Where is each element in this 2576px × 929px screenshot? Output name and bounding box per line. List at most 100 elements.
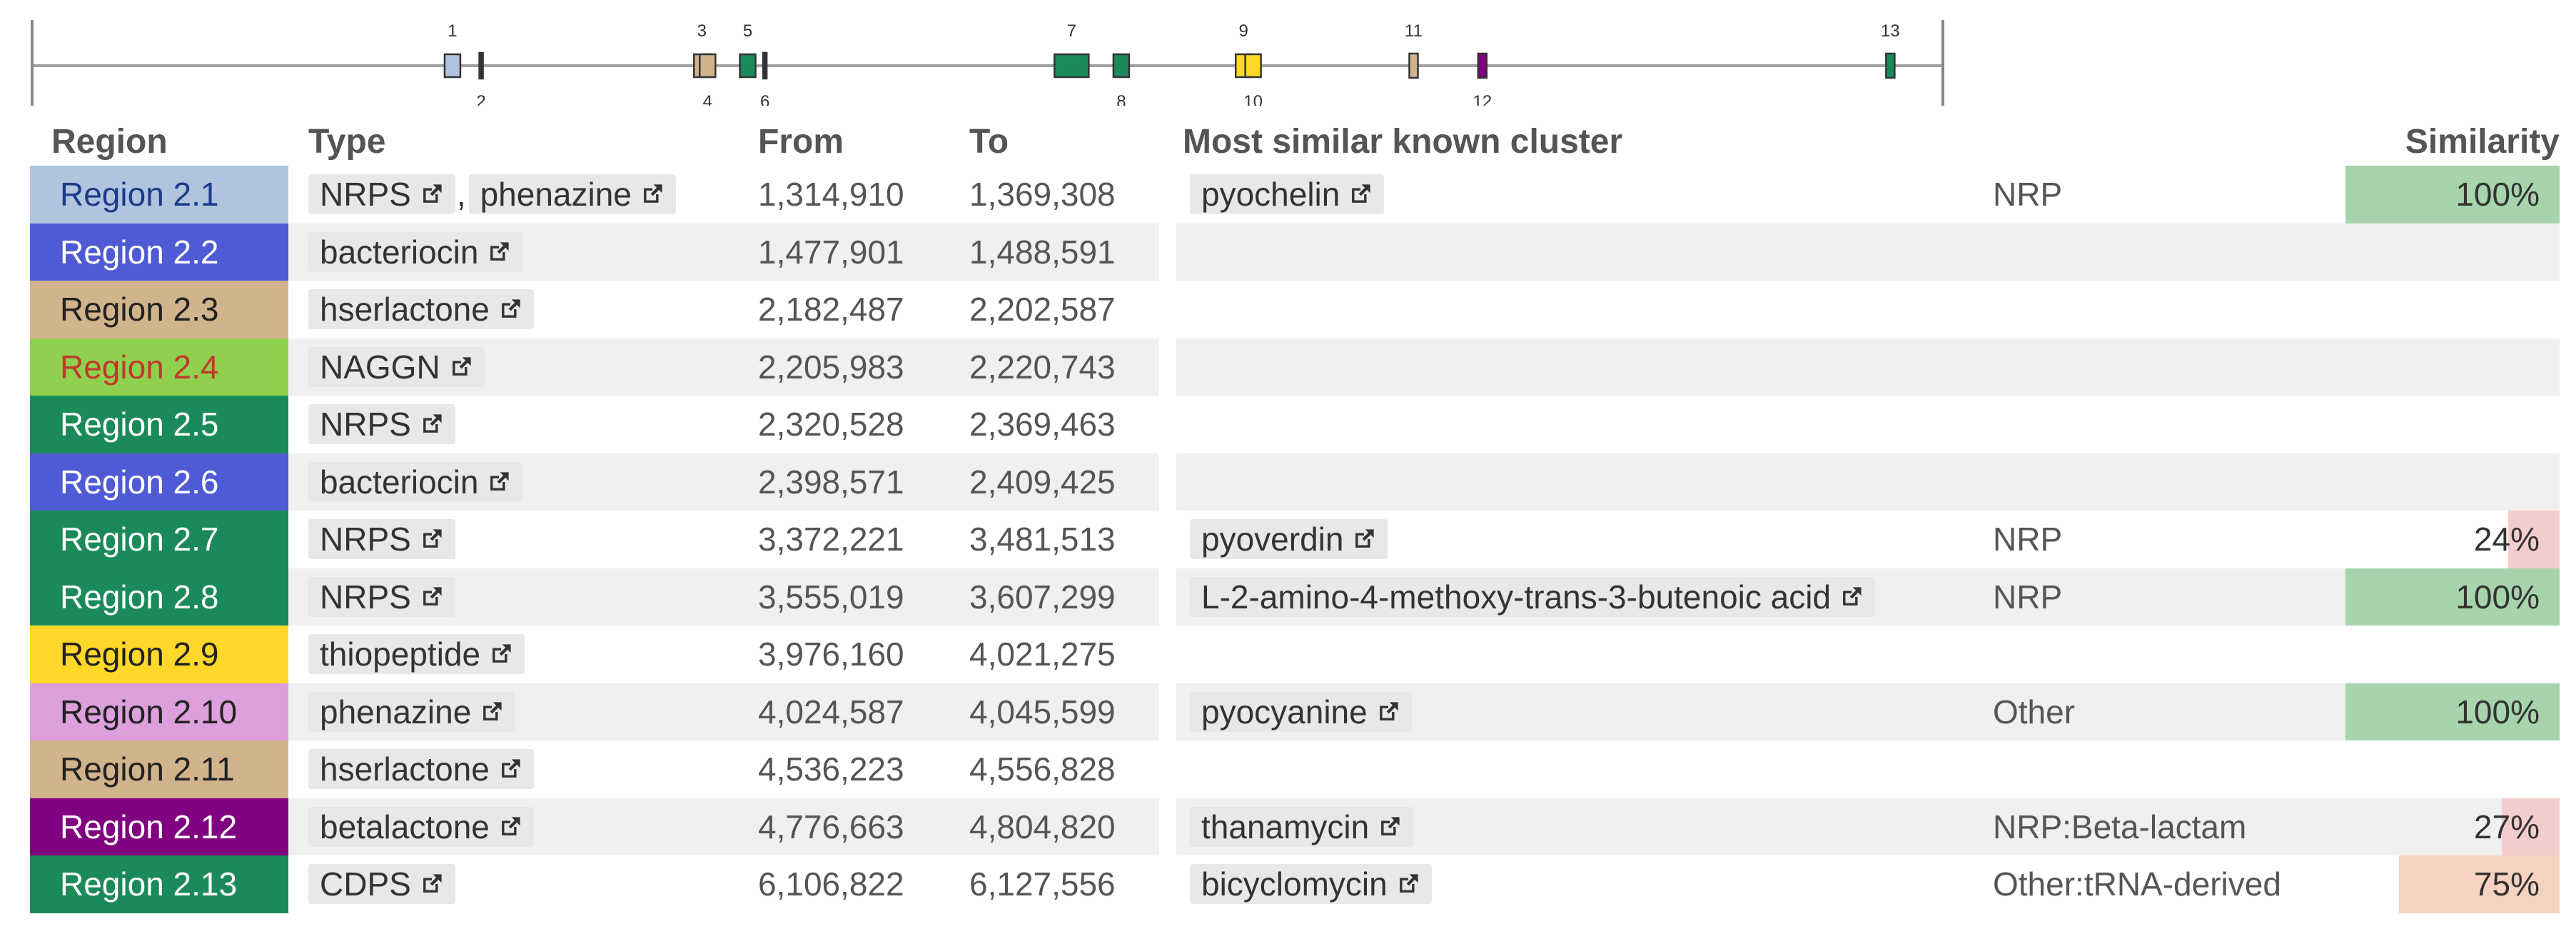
similarity-cell xyxy=(2345,396,2560,453)
external-link-icon xyxy=(1352,184,1370,204)
similarity-value: 27% xyxy=(2473,808,2540,845)
type-cell: NRPS xyxy=(308,396,455,453)
header-most-similar-cluster[interactable]: Most similar known cluster xyxy=(1183,123,1623,161)
cluster-link[interactable]: thanamycin xyxy=(1190,806,1414,847)
region-cell[interactable]: Region 2.9 xyxy=(30,626,288,683)
type-link[interactable]: hserlactone xyxy=(308,749,534,790)
type-link[interactable]: phenazine xyxy=(468,174,676,215)
type-link[interactable]: NAGGN xyxy=(308,346,485,387)
header-similarity[interactable]: Similarity xyxy=(2405,123,2560,161)
external-link-icon xyxy=(501,299,520,318)
overview-region-marker[interactable]: 5 xyxy=(739,21,757,79)
column-divider xyxy=(1159,396,1176,453)
type-link[interactable]: thiopeptide xyxy=(308,634,525,675)
from-cell: 6,106,822 xyxy=(758,865,904,903)
overview-region-marker[interactable]: 12 xyxy=(1473,52,1492,111)
region-cell[interactable]: Region 2.12 xyxy=(30,798,288,855)
table-row[interactable]: Region 2.10 phenazine 4,024,587 4,045,599 py… xyxy=(30,683,2560,740)
type-link[interactable]: hserlactone xyxy=(308,289,534,330)
header-to[interactable]: To xyxy=(969,123,1009,161)
similarity-cell xyxy=(2345,224,2560,281)
table-row[interactable]: Region 2.2 bacteriocin 1,477,901 1,488,591 xyxy=(30,223,2560,281)
region-cell[interactable]: Region 2.6 xyxy=(30,453,288,511)
external-link-icon xyxy=(483,702,502,720)
region-cell[interactable]: Region 2.1 xyxy=(30,166,288,224)
type-link[interactable]: NRPS xyxy=(308,174,455,215)
table-row[interactable]: Region 2.7 NRPS 3,372,221 3,481,513 pyoverdi… xyxy=(30,511,2560,568)
cluster-link[interactable]: pyocyanine xyxy=(1190,691,1412,732)
region-cell[interactable]: Region 2.2 xyxy=(30,223,288,281)
column-divider xyxy=(1159,626,1176,683)
region-marker-number: 9 xyxy=(1239,21,1248,41)
cluster-link[interactable]: L-2-amino-4-methoxy-trans-3-butenoic aci… xyxy=(1190,576,1876,617)
cluster-link[interactable]: pyoverdin xyxy=(1190,519,1388,560)
table-row[interactable]: Region 2.3 hserlactone 2,182,487 2,202,587 xyxy=(30,281,2560,338)
type-link[interactable]: phenazine xyxy=(308,691,516,732)
overview-region-marker[interactable]: 8 xyxy=(1112,53,1131,111)
type-link[interactable]: bacteriocin xyxy=(308,461,523,502)
table-row[interactable]: Region 2.6 bacteriocin 2,398,571 2,409,425 xyxy=(30,453,2560,511)
table-row[interactable]: Region 2.1 NRPS, phenazine 1,314,910 1,369,3… xyxy=(30,166,2560,224)
type-cell: bacteriocin xyxy=(308,224,523,281)
similarity-cell: 100% xyxy=(2345,568,2560,626)
type-label: thiopeptide xyxy=(320,636,481,673)
overview-region-marker[interactable]: 6 xyxy=(760,51,769,111)
type-cell: NRPS xyxy=(308,511,455,568)
type-link[interactable]: NRPS xyxy=(308,519,455,560)
region-marker-box xyxy=(1408,52,1419,79)
region-cell[interactable]: Region 2.11 xyxy=(30,740,288,798)
external-link-icon xyxy=(644,184,662,204)
type-cell: bacteriocin xyxy=(308,453,523,511)
table-row[interactable]: Region 2.11 hserlactone 4,536,223 4,556,828 xyxy=(30,740,2560,798)
type-link[interactable]: bacteriocin xyxy=(308,231,523,272)
type-link[interactable]: CDPS xyxy=(308,864,455,905)
table-row[interactable]: Region 2.4 NAGGN 2,205,983 2,220,743 xyxy=(30,338,2560,396)
column-divider xyxy=(1159,855,1176,913)
from-cell: 2,182,487 xyxy=(758,291,904,328)
region-cell[interactable]: Region 2.10 xyxy=(30,683,288,740)
region-cell[interactable]: Region 2.13 xyxy=(30,855,288,913)
region-cell[interactable]: Region 2.3 xyxy=(30,281,288,338)
to-cell: 4,045,599 xyxy=(969,693,1116,730)
table-header-row: Region Type From To Most similar known c… xyxy=(30,106,2560,166)
header-region[interactable]: Region xyxy=(51,123,168,161)
overview-region-marker[interactable]: 10 xyxy=(1243,53,1263,111)
header-from[interactable]: From xyxy=(758,123,844,161)
region-cell[interactable]: Region 2.8 xyxy=(30,568,288,626)
region-cell[interactable]: Region 2.7 xyxy=(30,511,288,568)
type-label: NRPS xyxy=(320,176,411,214)
table-row[interactable]: Region 2.13 CDPS 6,106,822 6,127,556 bicyclo… xyxy=(30,855,2560,913)
cluster-cell: L-2-amino-4-methoxy-trans-3-butenoic aci… xyxy=(1190,568,1876,626)
overview-region-marker[interactable]: 7 xyxy=(1054,21,1090,79)
cluster-link[interactable]: pyochelin xyxy=(1190,174,1385,215)
table-row[interactable]: Region 2.9 thiopeptide 3,976,160 4,021,275 xyxy=(30,626,2560,683)
type-link[interactable]: betalactone xyxy=(308,806,534,847)
overview-region-marker[interactable]: 1 xyxy=(443,21,462,79)
type-separator: , xyxy=(456,176,466,214)
similarity-cell xyxy=(2345,453,2560,511)
external-link-icon xyxy=(1355,529,1375,548)
region-marker-box xyxy=(1112,53,1131,79)
region-cell[interactable]: Region 2.5 xyxy=(30,396,288,453)
header-type[interactable]: Type xyxy=(308,123,386,161)
similarity-cell: 24% xyxy=(2345,511,2560,568)
region-cell[interactable]: Region 2.4 xyxy=(30,338,288,396)
from-cell: 3,976,160 xyxy=(758,636,904,673)
external-link-icon xyxy=(501,817,520,835)
type-link[interactable]: NRPS xyxy=(308,576,455,617)
overview-region-marker[interactable]: 2 xyxy=(476,51,486,111)
table-row[interactable]: Region 2.8 NRPS 3,555,019 3,607,299 L-2-amin… xyxy=(30,568,2560,626)
region-label: Region 2.7 xyxy=(60,521,219,558)
cluster-link[interactable]: bicyclomycin xyxy=(1190,864,1432,905)
to-cell: 2,409,425 xyxy=(969,463,1116,501)
column-divider xyxy=(1159,740,1176,798)
overview-region-marker[interactable]: 4 xyxy=(699,53,717,111)
overview-region-marker[interactable]: 13 xyxy=(1881,21,1900,79)
type-link[interactable]: NRPS xyxy=(308,404,455,445)
overview-region-marker[interactable]: 11 xyxy=(1405,21,1423,79)
table-row[interactable]: Region 2.5 NRPS 2,320,528 2,369,463 xyxy=(30,396,2560,453)
type-cell: NRPS xyxy=(308,568,455,626)
from-cell: 2,205,983 xyxy=(758,348,904,386)
table-row[interactable]: Region 2.12 betalactone 4,776,663 4,804,820… xyxy=(30,798,2560,855)
